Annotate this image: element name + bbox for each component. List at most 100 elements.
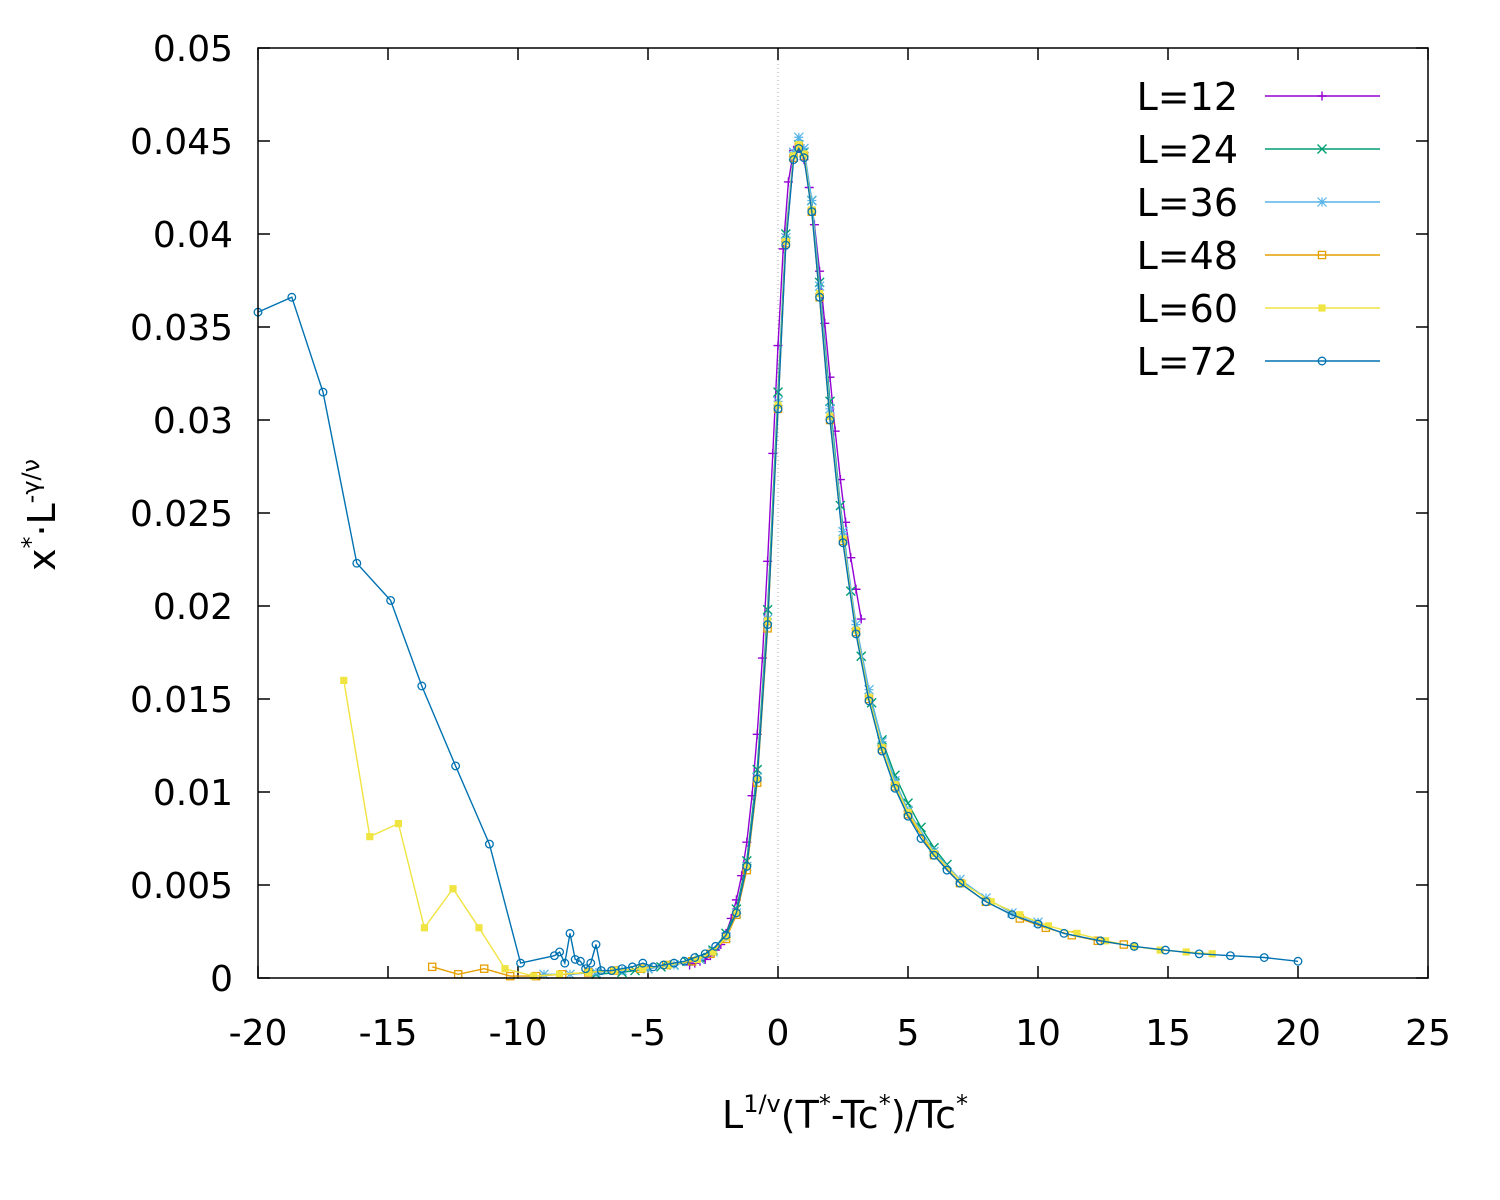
square-marker [505, 971, 515, 981]
legend-label: L=60 [1137, 287, 1238, 331]
legend-item: L=60 [1137, 287, 1380, 331]
filled-square-marker [366, 833, 374, 841]
legend-item: L=72 [1137, 340, 1380, 384]
star-marker [864, 684, 874, 695]
circle-marker [484, 839, 494, 849]
filled-square-marker [530, 972, 538, 980]
circle-marker [318, 387, 328, 397]
circle-marker [1194, 949, 1204, 959]
circle-marker [565, 928, 575, 938]
circle-marker [1293, 956, 1303, 966]
legend-label: L=48 [1137, 234, 1238, 278]
circle-marker [560, 958, 570, 968]
filled-square-marker [1102, 937, 1110, 945]
plus-marker [846, 553, 856, 563]
x-tick-label: 10 [1015, 1013, 1061, 1054]
series-line [257, 146, 1299, 972]
y-tick-label: 0.015 [130, 680, 233, 721]
circle-marker [1095, 936, 1105, 946]
circle-marker [731, 908, 741, 918]
filled-square-marker [449, 885, 457, 893]
circle-marker [417, 681, 427, 691]
star-marker [1007, 907, 1017, 918]
plus-marker [856, 614, 866, 624]
y-tick-label: 0.01 [153, 773, 233, 814]
circle-marker [781, 240, 791, 250]
legend-label: L=72 [1137, 340, 1238, 384]
circle-marker [638, 958, 648, 968]
circle-marker [287, 292, 297, 302]
star-marker [643, 963, 653, 974]
star-marker [799, 143, 809, 154]
star-marker [838, 526, 848, 537]
x-tick-label: -15 [359, 1013, 418, 1054]
circle-marker [763, 620, 773, 630]
plus-marker [1317, 91, 1327, 101]
circle-marker [669, 958, 679, 968]
circle-marker [864, 696, 874, 706]
circle-marker [929, 850, 939, 860]
star-marker [1317, 197, 1327, 207]
circle-marker [890, 783, 900, 793]
circle-marker [799, 153, 809, 163]
circle-marker [942, 865, 952, 875]
circle-marker [838, 538, 848, 548]
circle-marker [877, 746, 887, 756]
legend-label: L=12 [1137, 75, 1238, 119]
y-tick-label: 0.03 [153, 401, 233, 442]
circle-marker [1225, 951, 1235, 961]
star-marker [890, 775, 900, 786]
circle-marker [596, 966, 606, 976]
circle-marker [659, 960, 669, 970]
star-marker [788, 147, 799, 158]
x-tick-label: -20 [229, 1013, 288, 1054]
circle-marker [555, 947, 565, 957]
circle-marker [690, 953, 700, 962]
y-tick-label: 0.02 [153, 587, 233, 628]
filled-square-marker [556, 970, 564, 978]
legend-item: L=36 [1137, 181, 1380, 225]
circle-marker [752, 774, 762, 784]
y-tick-labels: 0 0.005 0.01 0.015 0.02 0.025 0.03 0.035 0.04 0.0… [130, 29, 233, 1000]
legend-item: L=48 [1137, 234, 1380, 278]
filled-square-marker [394, 820, 402, 828]
y-tick-label: 0.05 [153, 29, 233, 70]
star-marker [877, 736, 887, 747]
filled-square-marker [639, 965, 647, 973]
square-marker [427, 962, 437, 972]
filled-square-marker [1044, 922, 1052, 930]
x-tick-label: 5 [897, 1013, 920, 1054]
filled-square-marker [1318, 304, 1326, 312]
series-group [253, 132, 1303, 981]
circle-marker [648, 962, 658, 972]
filled-square-marker [722, 933, 730, 941]
circle-marker [903, 811, 913, 821]
circle-marker [851, 629, 861, 639]
circle-marker [1007, 910, 1017, 920]
circle-marker [807, 207, 817, 217]
circle-marker [700, 949, 710, 959]
circle-marker [575, 956, 585, 966]
circle-marker [794, 143, 804, 153]
star-marker [806, 195, 817, 206]
circle-marker [721, 930, 731, 940]
x-tick-label: -10 [489, 1013, 548, 1054]
x-tick-label: 15 [1145, 1013, 1191, 1054]
circle-marker [1160, 945, 1170, 955]
y-tick-label: 0.025 [130, 494, 233, 535]
filled-square-marker [709, 948, 717, 956]
x-marker [1317, 144, 1327, 154]
y-tick-label: 0 [210, 959, 233, 1000]
circle-marker [451, 761, 461, 771]
circle-marker [607, 966, 617, 976]
square-marker [1317, 250, 1327, 260]
circle-marker [591, 940, 601, 949]
circle-marker [586, 958, 596, 968]
star-marker [669, 960, 679, 970]
circle-marker [386, 595, 396, 605]
filled-square-marker [420, 924, 428, 932]
filled-square-marker [959, 879, 967, 887]
y-tick-label: 0.005 [130, 866, 233, 907]
